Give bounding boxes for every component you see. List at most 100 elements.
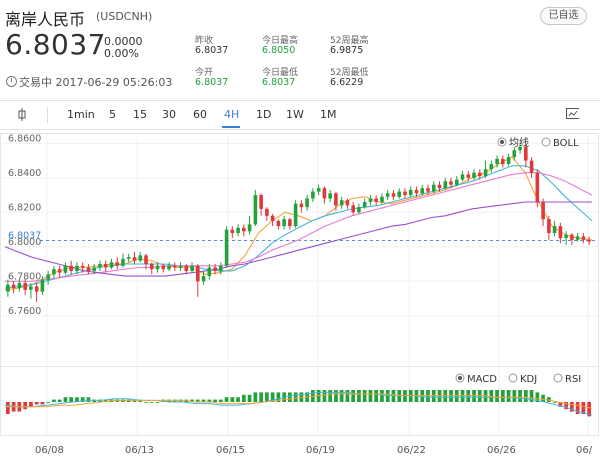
candle-body bbox=[253, 195, 258, 225]
w52-high-value: 6.9875 bbox=[330, 45, 364, 56]
macd-bar bbox=[495, 390, 499, 402]
sub-legend-label[interactable]: MACD bbox=[467, 374, 497, 385]
candle-body bbox=[46, 274, 50, 280]
tf-5[interactable]: 5 bbox=[109, 108, 116, 121]
watchlist-button[interactable]: 已自选 bbox=[540, 7, 587, 25]
macd-bar bbox=[541, 394, 545, 402]
timeframe-toolbar: 1min 5 15 30 60 4H 1D 1W 1M bbox=[0, 100, 600, 130]
macd-bar bbox=[195, 399, 200, 402]
candle-body bbox=[126, 257, 131, 259]
candle-body bbox=[144, 255, 148, 264]
candle-body bbox=[242, 227, 246, 232]
macd-bar bbox=[512, 390, 517, 402]
y-tick-label: 6.7600 bbox=[8, 306, 41, 317]
trading-status: 交易中 2017-06-29 05:26:03 bbox=[19, 76, 173, 89]
candle-body bbox=[52, 269, 56, 275]
indicator-icon[interactable] bbox=[17, 108, 27, 121]
main-legend-radio-dot bbox=[500, 140, 504, 144]
candle-body bbox=[391, 193, 396, 197]
macd-bar bbox=[351, 390, 355, 402]
w52-low-label: 52周最低 bbox=[330, 68, 369, 78]
main-legend-label[interactable]: BOLL bbox=[553, 138, 579, 149]
candle-body bbox=[351, 205, 355, 213]
x-tick-label: 06/19 bbox=[306, 445, 335, 456]
candle-body bbox=[385, 193, 390, 197]
tf-4h[interactable]: 4H bbox=[224, 108, 240, 121]
candle-body bbox=[495, 158, 499, 165]
macd-panel bbox=[4, 390, 593, 417]
candle-body bbox=[167, 265, 171, 270]
macd-bar bbox=[581, 402, 586, 414]
macd-dea-line bbox=[5, 393, 593, 409]
macd-bar bbox=[547, 397, 551, 402]
active-tab-indicator bbox=[222, 126, 240, 128]
macd-bar bbox=[518, 390, 522, 402]
screenshot-icon[interactable] bbox=[566, 108, 579, 119]
candle-body bbox=[489, 164, 494, 170]
x-tick-label: 06/26 bbox=[487, 445, 516, 456]
candle-body bbox=[178, 265, 183, 268]
macd-bar bbox=[29, 402, 33, 407]
main-legend-label[interactable]: 均线 bbox=[509, 136, 529, 149]
candle-body bbox=[501, 158, 505, 165]
sub-legend-radio-dot bbox=[458, 376, 462, 380]
macd-bar bbox=[213, 399, 217, 402]
candle-body bbox=[103, 264, 108, 268]
tf-1w[interactable]: 1W bbox=[286, 108, 304, 121]
candle-body bbox=[408, 189, 413, 196]
candle-body bbox=[512, 150, 517, 158]
tf-60[interactable]: 60 bbox=[193, 108, 207, 121]
candle-body bbox=[11, 284, 16, 289]
macd-bar bbox=[6, 402, 10, 414]
prev-close-label: 昨收 bbox=[195, 36, 214, 46]
candle-body bbox=[265, 208, 269, 216]
tf-1d[interactable]: 1D bbox=[256, 108, 272, 121]
candle-body bbox=[305, 198, 309, 208]
tf-1m[interactable]: 1M bbox=[320, 108, 337, 121]
candle-body bbox=[288, 219, 292, 227]
sub-legend-label[interactable]: KDJ bbox=[520, 374, 537, 385]
macd-bar bbox=[80, 397, 85, 402]
tf-1min[interactable]: 1min bbox=[67, 108, 95, 121]
high-label: 今日最高 bbox=[262, 36, 299, 46]
macd-bar bbox=[69, 397, 73, 402]
candle-body bbox=[299, 203, 304, 208]
candle-body bbox=[34, 286, 39, 292]
chart-legend: 均线 BOLL MACD KDJ RSI bbox=[455, 136, 581, 385]
macd-bar bbox=[190, 399, 194, 402]
candle-body bbox=[483, 169, 488, 177]
tf-30[interactable]: 30 bbox=[162, 108, 176, 121]
macd-bar bbox=[46, 402, 50, 403]
tf-15[interactable]: 15 bbox=[133, 108, 147, 121]
macd-bar bbox=[558, 402, 563, 407]
sub-legend-label[interactable]: RSI bbox=[565, 374, 581, 385]
macd-bar bbox=[52, 399, 56, 402]
low-label: 今日最低 bbox=[262, 68, 299, 78]
macd-bar bbox=[23, 402, 27, 410]
price-change: 0.0000 0.00% bbox=[104, 36, 143, 60]
candle-body bbox=[564, 234, 568, 239]
candle-body bbox=[86, 267, 91, 271]
x-tick-label: 06/08 bbox=[35, 445, 64, 456]
candle-body bbox=[460, 174, 465, 180]
high-value: 6.8050 bbox=[262, 45, 296, 56]
macd-bar bbox=[253, 392, 258, 402]
macd-bar bbox=[57, 399, 62, 402]
clock-icon bbox=[6, 76, 17, 87]
macd-bar bbox=[524, 390, 528, 402]
candle-body bbox=[98, 264, 102, 268]
y-tick-label: 6.8037 bbox=[8, 230, 41, 241]
candle-body bbox=[230, 229, 235, 233]
candle-body bbox=[219, 265, 223, 271]
x-tick-label: 06/13 bbox=[125, 445, 154, 456]
macd-bar bbox=[242, 394, 246, 402]
candle-body bbox=[92, 267, 96, 271]
candle-body bbox=[449, 181, 453, 185]
candle-body bbox=[173, 265, 177, 268]
macd-bar bbox=[40, 402, 45, 405]
candle-body bbox=[455, 179, 459, 185]
candle-body bbox=[368, 198, 373, 202]
candle-body bbox=[270, 215, 275, 221]
candle-body bbox=[207, 267, 212, 277]
